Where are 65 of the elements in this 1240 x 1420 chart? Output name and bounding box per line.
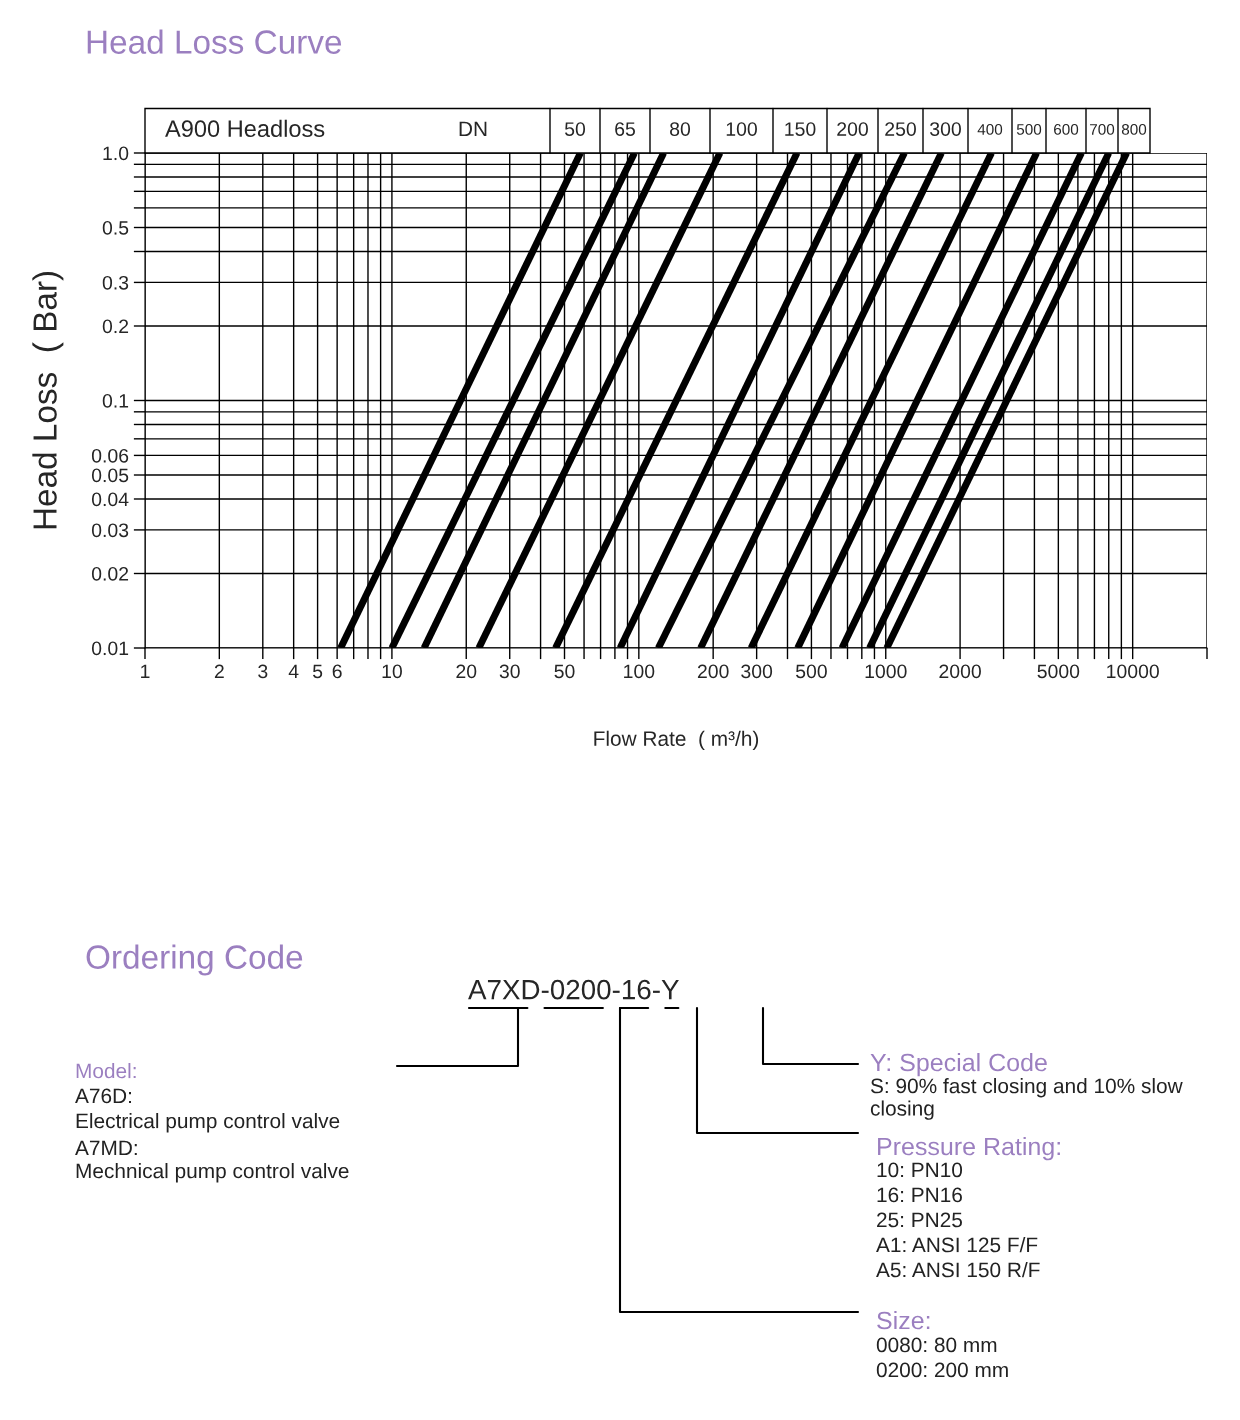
text: A7MD: bbox=[75, 1140, 137, 1156]
text: Mechnical pump control valve bbox=[76, 1163, 349, 1183]
y-tick-label: 0.3 bbox=[102, 275, 129, 290]
text: 10: PN10 bbox=[877, 1162, 963, 1178]
series-label: 400 bbox=[977, 124, 1003, 135]
y-tick-label: 0.5 bbox=[102, 220, 129, 235]
y-tick-label: 0.01 bbox=[91, 641, 129, 656]
series-label: 800 bbox=[1121, 124, 1147, 135]
text: DN bbox=[459, 121, 487, 137]
x-tick-label: 10000 bbox=[1107, 664, 1159, 679]
x-tick-label: 2 bbox=[214, 664, 224, 679]
text: A7XD-0200-16-Y bbox=[468, 979, 679, 1000]
y-tick-label: 0.1 bbox=[102, 393, 129, 408]
x-tick-label: 200 bbox=[697, 664, 729, 679]
text: Y: Special Code bbox=[870, 1053, 1047, 1077]
text: 25: PN25 bbox=[877, 1212, 962, 1228]
text: Ordering Code bbox=[86, 944, 303, 976]
legend-label: 250 bbox=[885, 122, 916, 136]
text: Pressure Rating: bbox=[878, 1137, 1060, 1161]
y-tick-label: 0.05 bbox=[91, 468, 129, 483]
text: 16: PN16 bbox=[877, 1187, 962, 1203]
x-tick-label: 5 bbox=[312, 664, 323, 679]
x-tick-label: 300 bbox=[741, 664, 773, 679]
x-tick-label: 5000 bbox=[1037, 664, 1080, 679]
series-label: 600 bbox=[1054, 124, 1079, 135]
legend-label: 200 bbox=[837, 122, 868, 136]
text: Size: bbox=[877, 1311, 930, 1330]
y-tick-label: 1.0 bbox=[103, 146, 129, 161]
legend-label: 150 bbox=[785, 122, 816, 136]
legend-label: 50 bbox=[564, 122, 586, 136]
y-axis-title: Head Loss ( Bar) bbox=[32, 271, 64, 529]
text: A76D: bbox=[75, 1088, 131, 1104]
x-tick-label: 3 bbox=[258, 664, 268, 679]
legend-label: 80 bbox=[670, 122, 691, 136]
y-tick-label: 0.2 bbox=[102, 319, 129, 334]
x-tick-label: 100 bbox=[624, 664, 655, 679]
y-tick-label: 0.02 bbox=[91, 566, 129, 581]
x-tick-label: 20 bbox=[456, 664, 477, 679]
text: 0200: 200 mm bbox=[876, 1362, 1008, 1378]
text: A1: ANSI 125 F/F bbox=[876, 1237, 1038, 1253]
text: 0080: 80 mm bbox=[876, 1337, 997, 1353]
chart-subtitle: A900 Headloss bbox=[165, 119, 325, 138]
x-tick-label: 2000 bbox=[939, 664, 981, 679]
legend-label: 300 bbox=[930, 122, 961, 136]
x-tick-label: 10 bbox=[382, 664, 402, 679]
y-tick-label: 0.04 bbox=[91, 492, 129, 507]
x-tick-label: 500 bbox=[795, 664, 827, 679]
legend-label: 65 bbox=[615, 122, 635, 136]
text: Model: bbox=[76, 1063, 136, 1079]
y-tick-label: 0.06 bbox=[91, 448, 129, 463]
chart-title: Head Loss Curve bbox=[87, 29, 342, 54]
legend-label: 100 bbox=[726, 122, 757, 136]
x-tick-label: 50 bbox=[554, 664, 575, 679]
x-tick-label: 6 bbox=[332, 664, 342, 679]
series-label: 500 bbox=[1016, 124, 1042, 135]
text: S: 90% fast closing and 10% slow closing bbox=[870, 1078, 1183, 1120]
y-tick-label: 0.03 bbox=[91, 523, 129, 538]
x-tick-label: 30 bbox=[499, 664, 520, 679]
x-tick-label: 1 bbox=[141, 664, 150, 679]
series-label: 700 bbox=[1090, 124, 1115, 135]
x-tick-label: 4 bbox=[288, 664, 299, 679]
x-axis-title: Flow Rate ( m³/h) bbox=[594, 730, 759, 751]
x-tick-label: 1000 bbox=[865, 664, 907, 679]
text: A5: ANSI 150 R/F bbox=[876, 1262, 1040, 1278]
text: Electrical pump control valve bbox=[76, 1113, 340, 1133]
